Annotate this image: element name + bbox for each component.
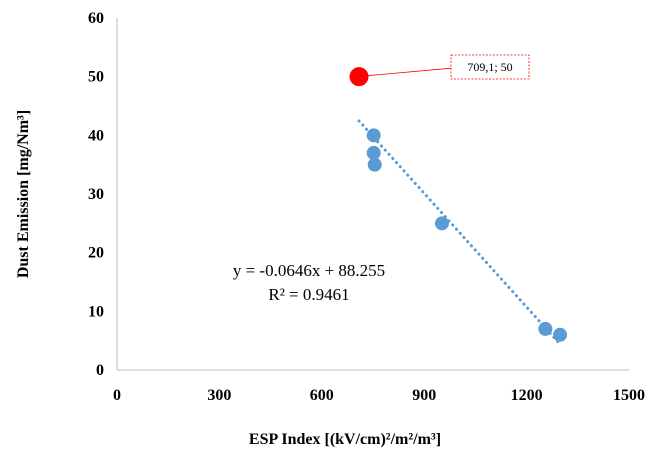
- x-axis-title: ESP Index [(kV/cm)²/m²/m³]: [249, 431, 441, 448]
- x-tick-label: 300: [207, 387, 231, 404]
- y-tick-label: 10: [88, 303, 104, 320]
- data-callout: 709,1; 50: [368, 54, 530, 80]
- y-tick-label: 50: [88, 69, 104, 86]
- callout-box: [450, 54, 530, 80]
- tick-labels: 0 300 600 900 1200 1500 0 10 20 30 40 50 60: [88, 10, 645, 404]
- data-point: [366, 145, 381, 160]
- data-point: [434, 216, 449, 231]
- data-point: [553, 327, 568, 342]
- trendline-equation: y = -0.0646x + 88.255: [233, 261, 385, 280]
- x-tick-label: 900: [412, 387, 436, 404]
- y-tick-label: 60: [88, 10, 104, 27]
- x-tick-label: 0: [113, 387, 121, 404]
- y-tick-label: 40: [88, 127, 104, 144]
- trendline-r-squared: R² = 0.9461: [268, 285, 349, 304]
- x-tick-label: 1200: [511, 387, 543, 404]
- highlight-data-point: [349, 67, 369, 87]
- callout-leader-line: [368, 67, 452, 77]
- y-axis-title: Dust Emission [mg/Nm³]: [15, 110, 32, 278]
- y-tick-label: 0: [96, 362, 104, 379]
- callout-label: 709,1; 50: [467, 60, 512, 74]
- data-point: [538, 321, 553, 336]
- data-point: [367, 157, 382, 172]
- data-points: [349, 67, 568, 342]
- y-tick-label: 20: [88, 245, 104, 262]
- x-tick-label: 1500: [613, 387, 645, 404]
- y-tick-label: 30: [88, 186, 104, 203]
- data-point: [366, 128, 381, 143]
- x-tick-label: 600: [310, 387, 334, 404]
- trendline-path: [357, 119, 562, 346]
- trendline: [357, 119, 562, 346]
- axes: [116, 18, 629, 371]
